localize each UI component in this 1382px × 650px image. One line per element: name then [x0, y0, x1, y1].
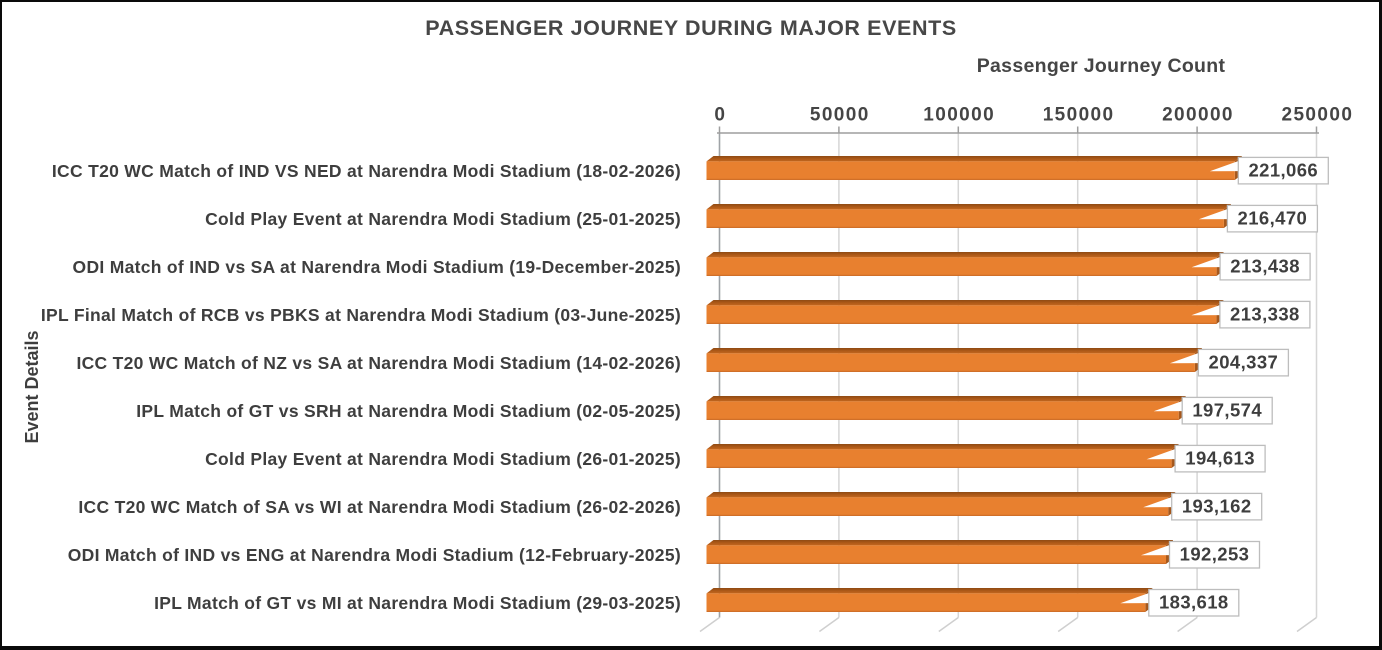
svg-text:183,618: 183,618: [1159, 592, 1229, 613]
svg-text:0: 0: [714, 105, 726, 126]
svg-text:150000: 150000: [1043, 105, 1115, 126]
svg-text:192,253: 192,253: [1180, 544, 1250, 565]
svg-text:Cold Play Event at Narendra Mo: Cold Play Event at Narendra Modi Stadium…: [205, 449, 681, 469]
svg-text:ICC T20 WC Match of IND VS NED: ICC T20 WC Match of IND VS NED at Narend…: [52, 161, 681, 181]
svg-text:50000: 50000: [810, 105, 870, 126]
svg-text:193,162: 193,162: [1182, 496, 1252, 517]
svg-text:ODI Match of IND vs ENG at Nar: ODI Match of IND vs ENG at Narendra Modi…: [68, 545, 681, 565]
svg-text:IPL Final Match of RCB vs PBKS: IPL Final Match of RCB vs PBKS at Narend…: [41, 305, 681, 325]
svg-text:200000: 200000: [1162, 105, 1234, 126]
svg-text:216,470: 216,470: [1238, 208, 1308, 229]
svg-text:Cold Play Event at Narendra Mo: Cold Play Event at Narendra Modi Stadium…: [205, 209, 681, 229]
svg-text:ICC T20 WC Match of NZ vs SA a: ICC T20 WC Match of NZ vs SA at Narendra…: [76, 353, 681, 373]
svg-text:PASSENGER JOURNEY DURING MAJOR: PASSENGER JOURNEY DURING MAJOR EVENTS: [425, 16, 957, 40]
svg-text:213,338: 213,338: [1230, 304, 1300, 325]
svg-text:Event Details: Event Details: [22, 330, 42, 443]
svg-text:IPL Match of GT vs MI at Naren: IPL Match of GT vs MI at Narendra Modi S…: [154, 593, 681, 613]
svg-text:250000: 250000: [1281, 105, 1353, 126]
svg-text:197,574: 197,574: [1192, 400, 1262, 421]
svg-text:194,613: 194,613: [1185, 448, 1255, 469]
svg-text:204,337: 204,337: [1209, 352, 1279, 373]
svg-text:Passenger Journey Count: Passenger Journey Count: [977, 55, 1226, 77]
svg-text:221,066: 221,066: [1248, 160, 1318, 181]
svg-text:ODI Match of IND vs SA at Nare: ODI Match of IND vs SA at Narendra Modi …: [73, 257, 681, 277]
svg-text:IPL Match of GT vs SRH at Nare: IPL Match of GT vs SRH at Narendra Modi …: [136, 401, 681, 421]
svg-text:100000: 100000: [923, 105, 995, 126]
svg-text:ICC T20 WC Match of SA vs WI a: ICC T20 WC Match of SA vs WI at Narendra…: [78, 497, 681, 517]
svg-text:213,438: 213,438: [1230, 256, 1300, 277]
